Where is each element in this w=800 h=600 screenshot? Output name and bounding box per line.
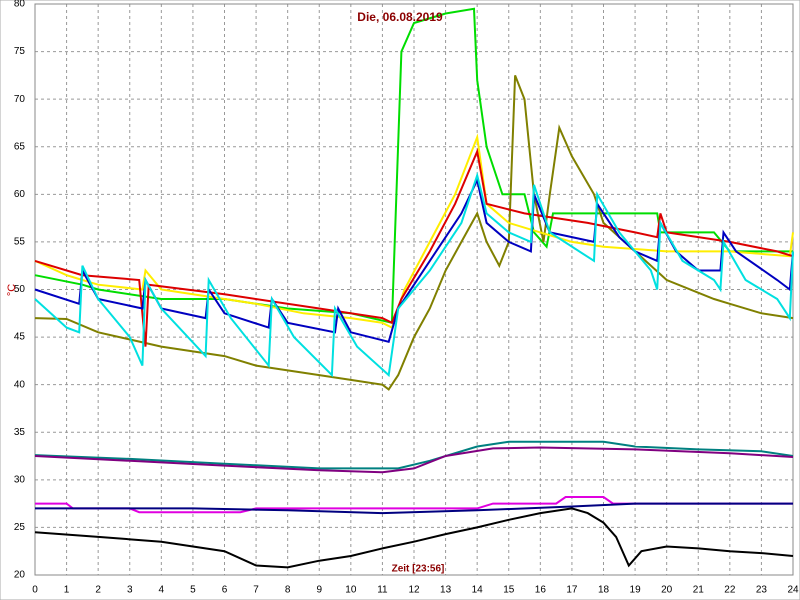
y-tick-label: 65 xyxy=(14,141,26,152)
y-tick-label: 45 xyxy=(14,332,26,343)
x-tick-label: 23 xyxy=(756,585,768,596)
series-line xyxy=(34,440,794,470)
lines xyxy=(34,7,794,569)
series-line xyxy=(34,148,794,347)
x-tick-label: 2 xyxy=(95,585,101,596)
x-tick-label: 21 xyxy=(693,585,705,596)
y-tick-label: 50 xyxy=(14,284,26,295)
x-tick-label: 7 xyxy=(253,585,259,596)
x-tick-label: 18 xyxy=(598,585,610,596)
series-line xyxy=(35,502,793,515)
x-tick-label: 14 xyxy=(472,585,484,596)
x-tick-label: 8 xyxy=(285,585,291,596)
y-tick-label: 30 xyxy=(14,474,26,485)
x-tick-label: 22 xyxy=(724,585,736,596)
x-axis-label: Zeit [23:56] xyxy=(392,564,445,575)
x-tick-label: 13 xyxy=(440,585,452,596)
x-tick-label: 16 xyxy=(535,585,547,596)
x-tick-label: 19 xyxy=(630,585,642,596)
y-axis-label: °C xyxy=(6,284,18,296)
chart-title: Die, 06.08.2019 xyxy=(357,10,443,24)
x-tick-label: 0 xyxy=(32,585,38,596)
x-tick-label: 1 xyxy=(64,585,70,596)
x-tick-label: 15 xyxy=(503,585,515,596)
y-tick-label: 75 xyxy=(14,46,26,57)
x-tick-label: 17 xyxy=(566,585,578,596)
series-line xyxy=(34,507,794,569)
x-tick-label: 12 xyxy=(408,585,420,596)
x-tick-label: 6 xyxy=(222,585,228,596)
y-tick-label: 80 xyxy=(14,0,26,10)
x-tick-label: 4 xyxy=(159,585,165,596)
y-tick-label: 40 xyxy=(14,379,26,390)
series-line xyxy=(34,446,794,474)
x-tick-label: 3 xyxy=(127,585,133,596)
x-tick-label: 20 xyxy=(661,585,673,596)
y-tick-label: 60 xyxy=(14,189,26,200)
x-tick-label: 24 xyxy=(787,585,799,596)
x-tick-label: 11 xyxy=(377,585,388,596)
y-tick-label: 20 xyxy=(14,570,26,581)
x-tick-label: 9 xyxy=(316,585,322,596)
y-tick-label: 70 xyxy=(14,94,26,105)
x-tick-label: 10 xyxy=(345,585,357,596)
y-tick-label: 35 xyxy=(14,427,26,438)
x-tick-label: 5 xyxy=(190,585,196,596)
y-tick-label: 55 xyxy=(14,237,26,248)
y-tick-label: 25 xyxy=(14,522,26,533)
series-line xyxy=(34,171,794,378)
